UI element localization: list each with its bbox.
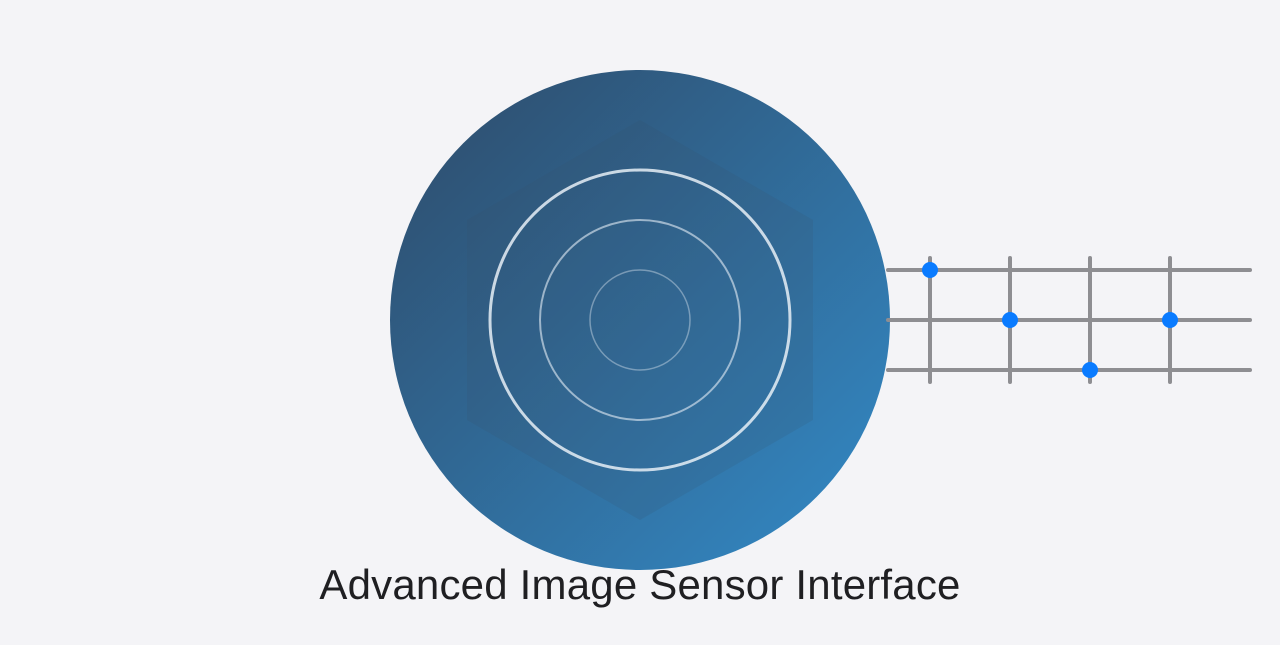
grid-node: [922, 262, 938, 278]
pixel-grid: [886, 256, 1252, 384]
grid-node: [1082, 362, 1098, 378]
pixel-grid-nodes: [922, 262, 1178, 378]
grid-node: [1002, 312, 1018, 328]
sensor-lens-body: [390, 70, 890, 570]
grid-node: [1162, 312, 1178, 328]
lens-ring-middle: [539, 219, 741, 421]
lens-ring-inner: [589, 269, 691, 371]
lens-ring-outer: [488, 168, 792, 472]
diagram-title: Advanced Image Sensor Interface: [319, 561, 961, 608]
aperture-hexagon: [467, 120, 813, 520]
